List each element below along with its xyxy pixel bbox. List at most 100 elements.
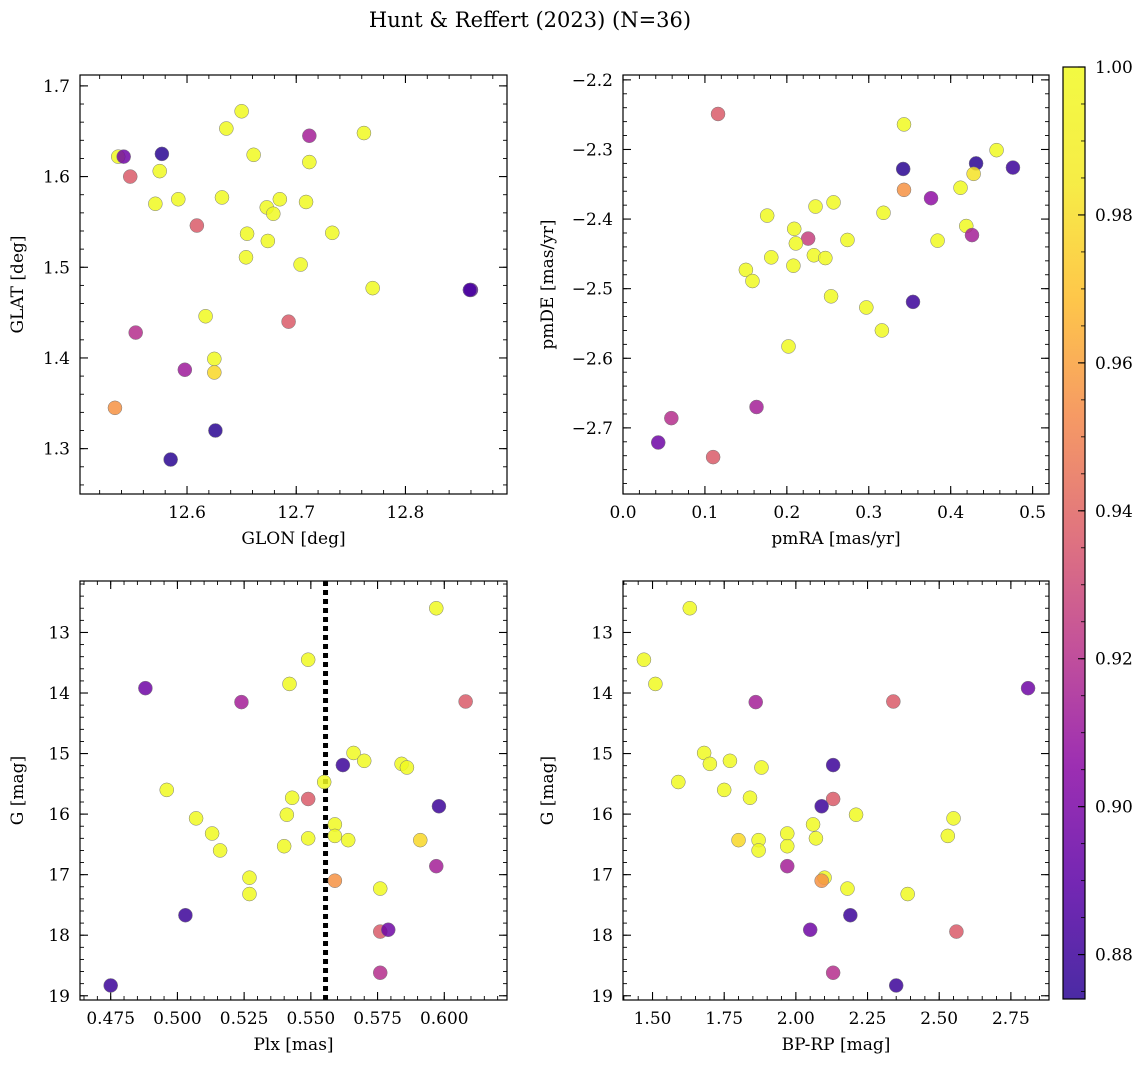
- y-tick-label: −2.4: [572, 210, 613, 230]
- y-tick-label: 13: [591, 623, 613, 643]
- data-point: [840, 232, 855, 248]
- data-point: [163, 452, 178, 467]
- x-tick-label: 12.8: [387, 503, 425, 523]
- data-point: [751, 843, 766, 858]
- data-point: [365, 280, 380, 296]
- data-point: [276, 838, 292, 854]
- data-point: [923, 190, 939, 206]
- data-point: [748, 694, 763, 710]
- data-point: [266, 206, 281, 222]
- data-point: [940, 828, 956, 844]
- x-tick-label: 12.7: [277, 503, 315, 523]
- y-tick-label: 17: [48, 866, 70, 886]
- data-point: [327, 873, 343, 888]
- data-point: [780, 838, 795, 854]
- data-point: [302, 128, 317, 144]
- data-point: [754, 760, 769, 775]
- data-point: [208, 423, 223, 438]
- data-point: [122, 169, 138, 184]
- minor-ticks: [80, 75, 507, 494]
- data-point: [964, 227, 980, 243]
- data-point: [805, 817, 821, 832]
- data-point: [458, 694, 473, 709]
- y-tick-label: 15: [591, 745, 613, 765]
- data-point: [279, 807, 295, 822]
- data-point: [874, 323, 890, 338]
- data-point: [246, 147, 261, 163]
- panel-pmra-pmde: 0.0 0.1 0.2 0.3 0.4 0.5 −2.7 −2.6 −2.5 −2.4 −2.3 −2…: [538, 71, 1050, 549]
- panel-bprp-g: 1.50 1.75 2.00 2.25 2.50 2.75 13 14 15 16 17 18 19 BP…: [538, 580, 1050, 1055]
- y-axis-label: pmDE [mas/yr]: [538, 219, 558, 349]
- x-tick-label: 0.475: [86, 1009, 135, 1029]
- data-point: [325, 225, 340, 241]
- data-point: [188, 811, 204, 826]
- data-point: [781, 339, 796, 354]
- x-tick-label: 0.1: [691, 503, 718, 523]
- data-point: [650, 435, 666, 450]
- y-tick-label: −2.2: [572, 71, 613, 91]
- data-point: [636, 652, 652, 667]
- data-point: [346, 745, 361, 761]
- y-axis-label: GLAT [deg]: [8, 235, 28, 333]
- data-point: [886, 694, 901, 709]
- data-point: [823, 289, 839, 304]
- data-point: [300, 791, 316, 807]
- data-point: [356, 125, 372, 141]
- x-tick-label: 0.4: [937, 503, 964, 523]
- data-point: [825, 791, 841, 807]
- x-tick-label: 0.5: [1019, 503, 1046, 523]
- data-point: [152, 163, 167, 179]
- data-point: [818, 250, 833, 266]
- data-point: [462, 282, 478, 298]
- x-tick-label: 12.6: [168, 503, 206, 523]
- data-point: [148, 196, 163, 212]
- data-point: [327, 828, 343, 844]
- colorbar-tick-label: 0.88: [1095, 946, 1133, 966]
- data-point: [177, 362, 193, 378]
- x-tick-label: 2.25: [849, 1009, 887, 1029]
- data-point: [742, 790, 758, 806]
- data-point: [159, 782, 174, 798]
- data-point: [888, 978, 904, 993]
- y-tick-label: 14: [48, 684, 70, 704]
- minor-ticks: [80, 581, 507, 1000]
- data-point: [282, 676, 297, 692]
- data-point: [298, 194, 314, 210]
- y-tick-label: 15: [48, 745, 70, 765]
- y-tick-label: 18: [591, 926, 613, 946]
- data-point: [648, 676, 663, 692]
- x-axis-label: GLON [deg]: [241, 529, 345, 549]
- figure-title: Hunt & Reffert (2023) (N=36): [369, 8, 691, 32]
- data-point: [859, 300, 874, 315]
- data-point: [239, 226, 255, 241]
- x-tick-label: 0.550: [287, 1009, 336, 1029]
- y-tick-label: 1.6: [43, 168, 70, 188]
- data-point: [808, 199, 823, 214]
- data-point: [429, 600, 444, 616]
- data-point: [238, 250, 254, 265]
- data-point: [780, 858, 795, 874]
- data-point: [1005, 160, 1021, 175]
- data-point: [234, 104, 249, 119]
- data-point: [780, 826, 795, 841]
- x-tick-label: 0.0: [609, 503, 636, 523]
- y-tick-label: 1.7: [43, 77, 70, 97]
- data-point: [786, 258, 801, 273]
- data-point: [198, 308, 213, 324]
- data-point: [749, 399, 764, 415]
- data-point: [107, 400, 123, 416]
- data-point: [759, 208, 775, 223]
- data-point: [825, 965, 841, 981]
- colorbar-frame: [1062, 66, 1086, 1000]
- data-point: [214, 190, 230, 205]
- data-point: [814, 873, 829, 888]
- data-point: [949, 924, 964, 939]
- data-point: [272, 191, 288, 207]
- data-point: [966, 166, 981, 182]
- axes-frame: [622, 74, 1050, 495]
- data-point: [788, 236, 804, 251]
- data-point: [664, 410, 679, 426]
- colorbar-tick-label: 0.90: [1095, 798, 1133, 818]
- y-tick-label: 1.5: [43, 258, 70, 278]
